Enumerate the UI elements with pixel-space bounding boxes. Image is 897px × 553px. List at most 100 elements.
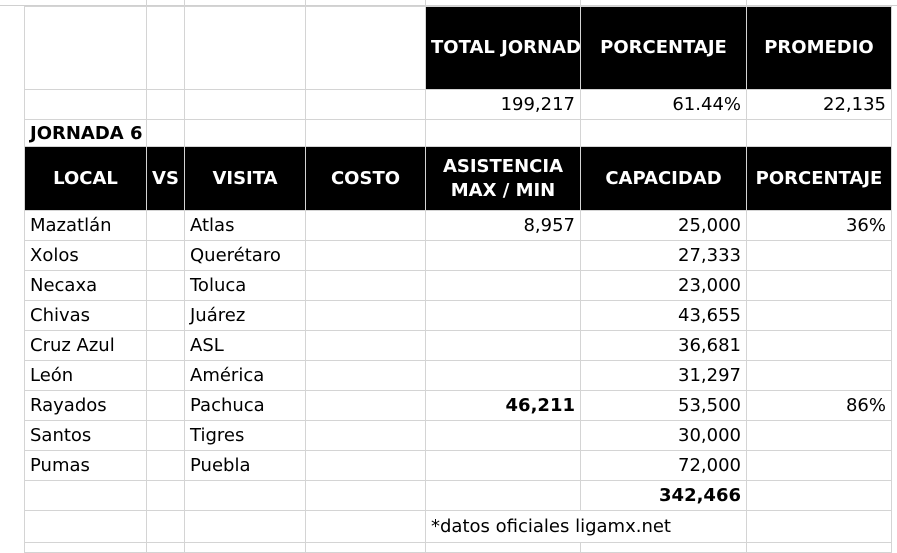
capacidad-cell[interactable]: 72,000 — [580, 450, 747, 481]
cell[interactable] — [184, 89, 306, 120]
asistencia-cell[interactable] — [425, 360, 581, 391]
visita-cell[interactable]: Puebla — [184, 450, 306, 481]
costo-cell[interactable] — [305, 420, 426, 451]
cell[interactable] — [305, 6, 426, 90]
cell[interactable] — [184, 480, 306, 511]
local-header[interactable]: LOCAL — [24, 146, 147, 211]
local-cell[interactable]: Cruz Azul — [24, 330, 147, 361]
capacidad-cell[interactable]: 31,297 — [580, 360, 747, 391]
costo-cell[interactable] — [305, 210, 426, 241]
source-note[interactable]: *datos oficiales ligamx.net — [425, 510, 747, 543]
capacidad-cell[interactable]: 30,000 — [580, 420, 747, 451]
vs-cell[interactable] — [146, 450, 185, 481]
cell[interactable] — [146, 542, 185, 553]
cell[interactable] — [146, 89, 185, 120]
visita-cell[interactable]: ASL — [184, 330, 306, 361]
costo-cell[interactable] — [305, 330, 426, 361]
jornada-label[interactable]: JORNADA 6 — [24, 119, 147, 147]
visita-cell[interactable]: Tigres — [184, 420, 306, 451]
porcentaje-header[interactable]: PORCENTAJE — [746, 146, 892, 211]
costo-cell[interactable] — [305, 300, 426, 331]
visita-cell[interactable]: Toluca — [184, 270, 306, 301]
cell[interactable] — [746, 119, 892, 147]
cell[interactable] — [184, 510, 306, 543]
capacidad-cell[interactable]: 27,333 — [580, 240, 747, 271]
porcentaje-cell[interactable] — [746, 360, 892, 391]
vs-cell[interactable] — [146, 390, 185, 421]
promedio-value[interactable]: 22,135 — [746, 89, 892, 120]
visita-cell[interactable]: Pachuca — [184, 390, 306, 421]
asistencia-cell[interactable]: 46,211 — [425, 390, 581, 421]
cell[interactable] — [305, 480, 426, 511]
cell[interactable] — [146, 510, 185, 543]
asistencia-cell[interactable] — [425, 420, 581, 451]
cell[interactable] — [305, 89, 426, 120]
total-jornada-header[interactable]: TOTAL JORNADA — [425, 6, 581, 90]
asistencia-cell[interactable] — [425, 450, 581, 481]
cell[interactable] — [184, 542, 306, 553]
local-cell[interactable]: Chivas — [24, 300, 147, 331]
cell[interactable] — [146, 6, 185, 90]
cell[interactable] — [746, 480, 892, 511]
cell[interactable] — [305, 510, 426, 543]
vs-cell[interactable] — [146, 240, 185, 271]
porcentaje-cell[interactable]: 36% — [746, 210, 892, 241]
asistencia-cell[interactable] — [425, 300, 581, 331]
visita-cell[interactable]: Juárez — [184, 300, 306, 331]
vs-cell[interactable] — [146, 330, 185, 361]
local-cell[interactable]: Santos — [24, 420, 147, 451]
vs-cell[interactable] — [146, 300, 185, 331]
local-cell[interactable]: Xolos — [24, 240, 147, 271]
visita-header[interactable]: VISITA — [184, 146, 306, 211]
visita-cell[interactable]: América — [184, 360, 306, 391]
total-jornada-value[interactable]: 199,217 — [425, 89, 581, 120]
cell[interactable] — [305, 119, 426, 147]
porcentaje-cell[interactable] — [746, 330, 892, 361]
cell[interactable] — [746, 510, 892, 543]
cell[interactable] — [24, 89, 147, 120]
costo-cell[interactable] — [305, 360, 426, 391]
costo-header[interactable]: COSTO — [305, 146, 426, 211]
asistencia-cell[interactable] — [425, 270, 581, 301]
cell[interactable] — [24, 542, 147, 553]
porcentaje-cell[interactable] — [746, 300, 892, 331]
porcentaje-cell[interactable] — [746, 450, 892, 481]
visita-cell[interactable]: Atlas — [184, 210, 306, 241]
vs-cell[interactable] — [146, 420, 185, 451]
local-cell[interactable]: Pumas — [24, 450, 147, 481]
porcentaje-cell[interactable] — [746, 240, 892, 271]
porcentaje-cell[interactable] — [746, 420, 892, 451]
local-cell[interactable]: Mazatlán — [24, 210, 147, 241]
asistencia-header[interactable]: ASISTENCIA MAX / MIN — [425, 146, 581, 211]
vs-header[interactable]: VS — [146, 146, 185, 211]
costo-cell[interactable] — [305, 270, 426, 301]
capacidad-cell[interactable]: 36,681 — [580, 330, 747, 361]
asistencia-cell[interactable] — [425, 330, 581, 361]
cell[interactable] — [184, 119, 306, 147]
vs-cell[interactable] — [146, 270, 185, 301]
vs-cell[interactable] — [146, 210, 185, 241]
cell[interactable] — [24, 510, 147, 543]
local-cell[interactable]: Necaxa — [24, 270, 147, 301]
vs-cell[interactable] — [146, 360, 185, 391]
asistencia-cell[interactable] — [425, 240, 581, 271]
capacidad-cell[interactable]: 23,000 — [580, 270, 747, 301]
porcentaje-summary-header[interactable]: PORCENTAJE — [580, 6, 747, 90]
porcentaje-cell[interactable]: 86% — [746, 390, 892, 421]
local-cell[interactable]: León — [24, 360, 147, 391]
capacidad-cell[interactable]: 53,500 — [580, 390, 747, 421]
cell[interactable] — [425, 480, 581, 511]
cell[interactable] — [305, 542, 426, 553]
porcentaje-cell[interactable] — [746, 270, 892, 301]
cell[interactable] — [580, 119, 747, 147]
total-capacidad-cell[interactable]: 342,466 — [580, 480, 747, 511]
cell[interactable] — [146, 480, 185, 511]
capacidad-cell[interactable]: 25,000 — [580, 210, 747, 241]
cell[interactable] — [24, 480, 147, 511]
capacidad-header[interactable]: CAPACIDAD — [580, 146, 747, 211]
cell[interactable] — [425, 542, 581, 553]
asistencia-cell[interactable]: 8,957 — [425, 210, 581, 241]
capacidad-cell[interactable]: 43,655 — [580, 300, 747, 331]
cell[interactable] — [146, 119, 185, 147]
cell[interactable] — [746, 542, 892, 553]
